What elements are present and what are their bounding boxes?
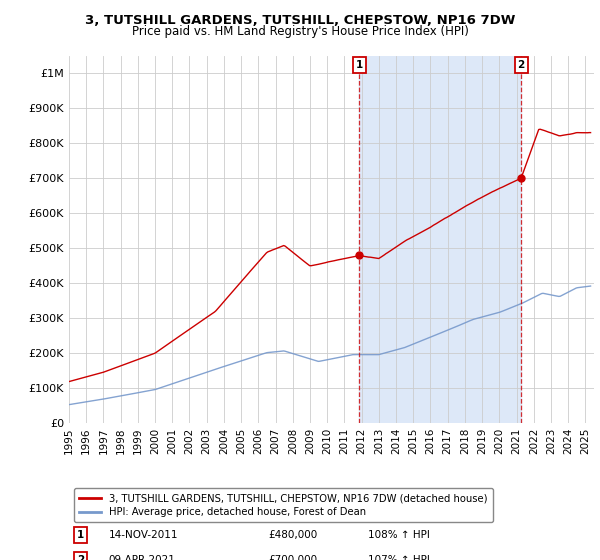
Text: 1: 1	[77, 530, 84, 540]
Text: 107% ↑ HPI: 107% ↑ HPI	[368, 556, 430, 560]
Text: 2: 2	[518, 60, 525, 70]
Text: 09-APR-2021: 09-APR-2021	[109, 556, 175, 560]
Text: 3, TUTSHILL GARDENS, TUTSHILL, CHEPSTOW, NP16 7DW: 3, TUTSHILL GARDENS, TUTSHILL, CHEPSTOW,…	[85, 14, 515, 27]
Text: 1: 1	[356, 60, 363, 70]
Point	[517, 174, 526, 183]
Text: 2: 2	[77, 556, 84, 560]
Text: £700,000: £700,000	[269, 556, 317, 560]
Legend: 3, TUTSHILL GARDENS, TUTSHILL, CHEPSTOW, NP16 7DW (detached house), HPI: Average: 3, TUTSHILL GARDENS, TUTSHILL, CHEPSTOW,…	[74, 488, 493, 522]
Text: £480,000: £480,000	[269, 530, 318, 540]
Point	[355, 251, 364, 260]
Text: Price paid vs. HM Land Registry's House Price Index (HPI): Price paid vs. HM Land Registry's House …	[131, 25, 469, 38]
Text: 14-NOV-2011: 14-NOV-2011	[109, 530, 178, 540]
Text: 108% ↑ HPI: 108% ↑ HPI	[368, 530, 430, 540]
Bar	[359, 56, 521, 423]
